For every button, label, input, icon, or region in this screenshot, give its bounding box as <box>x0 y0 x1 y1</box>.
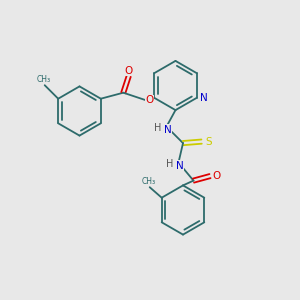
Text: O: O <box>212 171 221 181</box>
Text: O: O <box>145 95 154 105</box>
Text: H: H <box>154 123 162 133</box>
Text: O: O <box>124 66 133 76</box>
Text: H: H <box>167 159 174 169</box>
Text: N: N <box>200 93 207 103</box>
Text: CH₃: CH₃ <box>36 75 50 84</box>
Text: S: S <box>205 136 211 147</box>
Text: N: N <box>164 124 172 135</box>
Text: N: N <box>176 160 184 171</box>
Text: CH₃: CH₃ <box>141 177 155 186</box>
